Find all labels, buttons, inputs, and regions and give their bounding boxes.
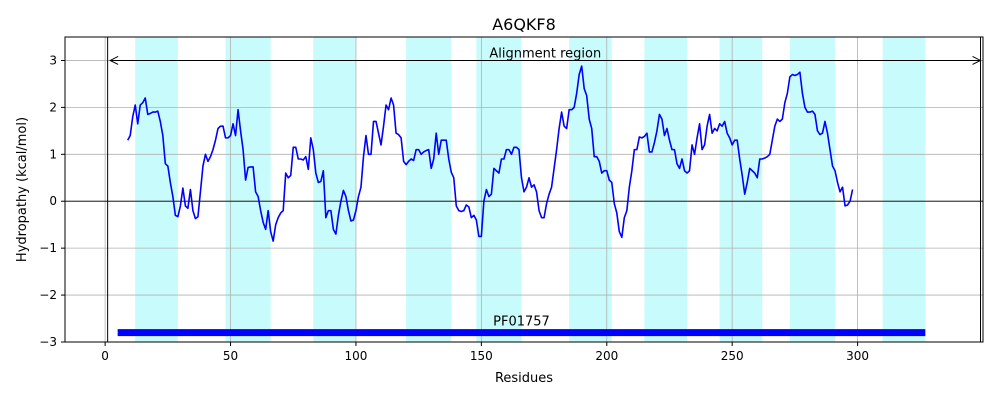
y-tick-label: −3: [39, 335, 57, 349]
x-tick-label: 50: [223, 349, 238, 363]
chart-title: A6QKF8: [492, 15, 556, 34]
y-axis-label: Hydropathy (kcal/mol): [15, 117, 30, 262]
helix-band: [135, 37, 178, 342]
x-axis-label: Residues: [495, 371, 553, 386]
helix-band: [719, 37, 763, 342]
hydropathy-line: [126, 65, 854, 242]
helix-band: [406, 37, 452, 342]
y-tick-label: −2: [39, 288, 57, 302]
y-tick-label: 3: [49, 53, 57, 67]
x-tick-label: 250: [721, 349, 744, 363]
helix-band: [644, 37, 688, 342]
plot-frame: [64, 36, 984, 343]
reference-lines-layer: [65, 37, 983, 342]
x-tick-label: 200: [595, 349, 618, 363]
alignment-arrow-head-right: [972, 56, 982, 65]
domain-bar: [117, 329, 926, 337]
ticks-layer: 0 50 100 150 200 250 300 −3 −2 −1 0 1 2 3: [39, 53, 869, 363]
alignment-arrow-head-left: [109, 56, 119, 65]
alignment-region-label: Alignment region: [489, 46, 601, 61]
x-tick-label: 0: [101, 349, 109, 363]
y-tick-label: 2: [49, 100, 57, 114]
helix-band: [569, 37, 612, 342]
domain-label: PF01757: [493, 315, 550, 330]
helix-band: [225, 37, 271, 342]
x-tick-label: 100: [344, 349, 367, 363]
y-tick-label: −1: [39, 241, 57, 255]
helix-band: [476, 37, 522, 342]
annotation-layer: [109, 56, 982, 337]
helix-band: [789, 37, 836, 342]
series-layer: [126, 65, 854, 242]
bands-layer: [135, 37, 926, 342]
helix-band: [882, 37, 926, 342]
helix-band: [313, 37, 356, 342]
x-tick-label: 150: [470, 349, 493, 363]
x-tick-label: 300: [846, 349, 869, 363]
y-tick-label: 0: [49, 194, 57, 208]
y-tick-label: 1: [49, 147, 57, 161]
